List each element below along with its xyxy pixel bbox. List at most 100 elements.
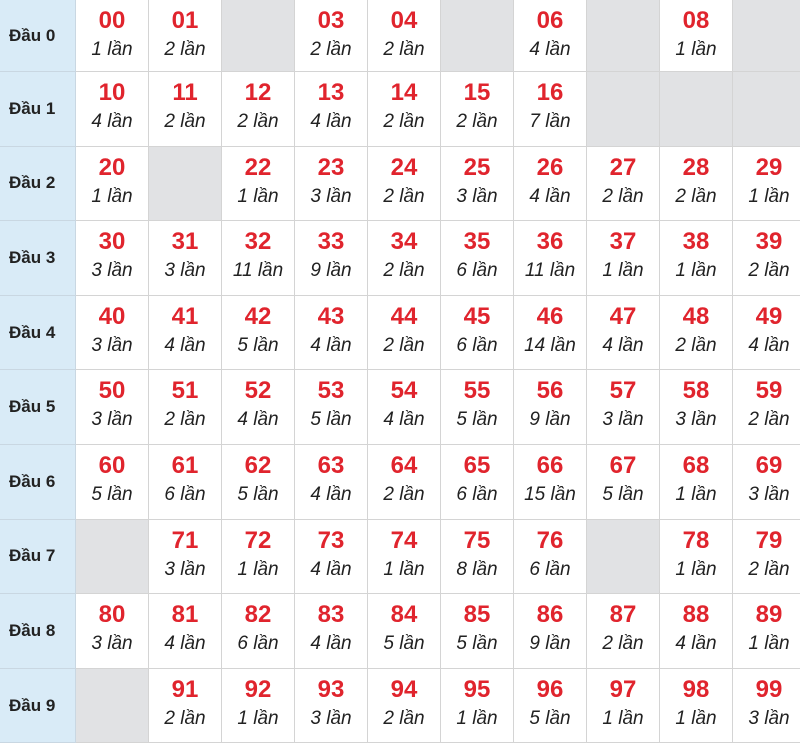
number-value: 63 (317, 451, 345, 479)
number-cell: 10 4 lần (76, 72, 149, 147)
occurrence-count: 8 lần (456, 558, 498, 580)
occurrence-count: 2 lần (748, 260, 790, 282)
number-cell: 24 2 lần (368, 146, 441, 222)
number-cell: 27 2 lần (587, 146, 660, 222)
number-cell: 94 2 lần (368, 668, 441, 744)
number-value: 57 (609, 377, 637, 405)
number-cell: 25 3 lần (441, 146, 514, 222)
number-value: 96 (536, 675, 564, 703)
number-value: 25 (463, 153, 491, 181)
number-value: 89 (755, 601, 783, 629)
occurrence-count: 3 lần (748, 483, 790, 505)
number-cell: 22 1 lần (222, 146, 295, 222)
number-cell: 60 5 lần (76, 444, 149, 520)
number-cell: 35 6 lần (441, 221, 514, 296)
occurrence-count: 5 lần (237, 334, 279, 356)
occurrence-count: 3 lần (91, 409, 133, 431)
occurrence-count: 2 lần (456, 111, 498, 132)
number-value: 30 (98, 228, 126, 256)
number-cell: 82 6 lần (222, 594, 295, 669)
occurrence-count: 1 lần (383, 558, 425, 580)
occurrence-count: 6 lần (164, 483, 206, 505)
empty-cell (587, 0, 660, 72)
occurrence-count: 2 lần (675, 334, 717, 356)
number-value: 32 (244, 228, 272, 256)
empty-cell (587, 519, 660, 595)
occurrence-count: 3 lần (310, 185, 352, 207)
occurrence-count: 4 lần (237, 409, 279, 431)
empty-cell (76, 519, 149, 595)
number-cell: 69 3 lần (733, 444, 800, 520)
number-value: 10 (98, 79, 126, 106)
number-cell: 63 4 lần (295, 444, 368, 520)
occurrence-count: 1 lần (675, 483, 717, 505)
number-cell: 67 5 lần (587, 444, 660, 520)
occurrence-count: 4 lần (310, 111, 352, 132)
number-cell: 38 1 lần (660, 221, 733, 296)
empty-cell (733, 0, 800, 72)
row-header: Đầu 1 (0, 72, 76, 147)
number-value: 82 (244, 601, 272, 629)
number-value: 71 (171, 526, 199, 554)
number-value: 73 (317, 526, 345, 554)
occurrence-count: 11 lần (232, 260, 284, 282)
number-cell: 23 3 lần (295, 146, 368, 222)
empty-cell (441, 0, 514, 72)
occurrence-count: 3 lần (675, 409, 717, 431)
number-value: 81 (171, 601, 199, 629)
number-cell: 36 11 lần (514, 221, 587, 296)
number-cell: 64 2 lần (368, 444, 441, 520)
number-value: 20 (98, 153, 126, 181)
number-value: 75 (463, 526, 491, 554)
number-value: 15 (463, 79, 491, 106)
number-value: 06 (536, 7, 564, 34)
number-value: 86 (536, 601, 564, 629)
number-cell: 06 4 lần (514, 0, 587, 72)
number-cell: 47 4 lần (587, 295, 660, 371)
number-cell: 04 2 lần (368, 0, 441, 72)
number-value: 36 (536, 228, 564, 256)
number-value: 85 (463, 601, 491, 629)
number-value: 87 (609, 601, 637, 629)
occurrence-count: 5 lần (237, 483, 279, 505)
occurrence-count: 1 lần (91, 39, 133, 60)
occurrence-count: 3 lần (310, 707, 352, 729)
number-value: 31 (171, 228, 199, 256)
occurrence-count: 4 lần (91, 111, 133, 132)
empty-cell (587, 72, 660, 147)
number-cell: 37 1 lần (587, 221, 660, 296)
number-value: 74 (390, 526, 418, 554)
number-value: 37 (609, 228, 637, 256)
number-value: 66 (536, 451, 564, 479)
number-value: 92 (244, 675, 272, 703)
number-value: 41 (171, 302, 199, 330)
number-value: 35 (463, 228, 491, 256)
occurrence-count: 1 lần (602, 260, 644, 282)
occurrence-count: 4 lần (748, 334, 790, 356)
occurrence-count: 4 lần (164, 334, 206, 356)
occurrence-count: 4 lần (675, 633, 717, 655)
number-cell: 26 4 lần (514, 146, 587, 222)
occurrence-count: 1 lần (675, 707, 717, 729)
occurrence-count: 4 lần (529, 39, 571, 60)
number-cell: 33 9 lần (295, 221, 368, 296)
number-value: 48 (682, 302, 710, 330)
number-value: 55 (463, 377, 491, 405)
number-value: 42 (244, 302, 272, 330)
occurrence-count: 2 lần (237, 111, 279, 132)
occurrence-count: 1 lần (748, 633, 790, 655)
occurrence-count: 3 lần (164, 260, 206, 282)
number-value: 94 (390, 675, 418, 703)
number-value: 64 (390, 451, 418, 479)
number-cell: 46 14 lần (514, 295, 587, 371)
occurrence-count: 11 lần (524, 260, 576, 282)
number-cell: 57 3 lần (587, 370, 660, 445)
occurrence-count: 5 lần (456, 633, 498, 655)
number-cell: 87 2 lần (587, 594, 660, 669)
occurrence-count: 5 lần (383, 633, 425, 655)
occurrence-count: 3 lần (748, 707, 790, 729)
number-cell: 45 6 lần (441, 295, 514, 371)
number-value: 08 (682, 7, 710, 34)
number-cell: 12 2 lần (222, 72, 295, 147)
number-cell: 93 3 lần (295, 668, 368, 744)
